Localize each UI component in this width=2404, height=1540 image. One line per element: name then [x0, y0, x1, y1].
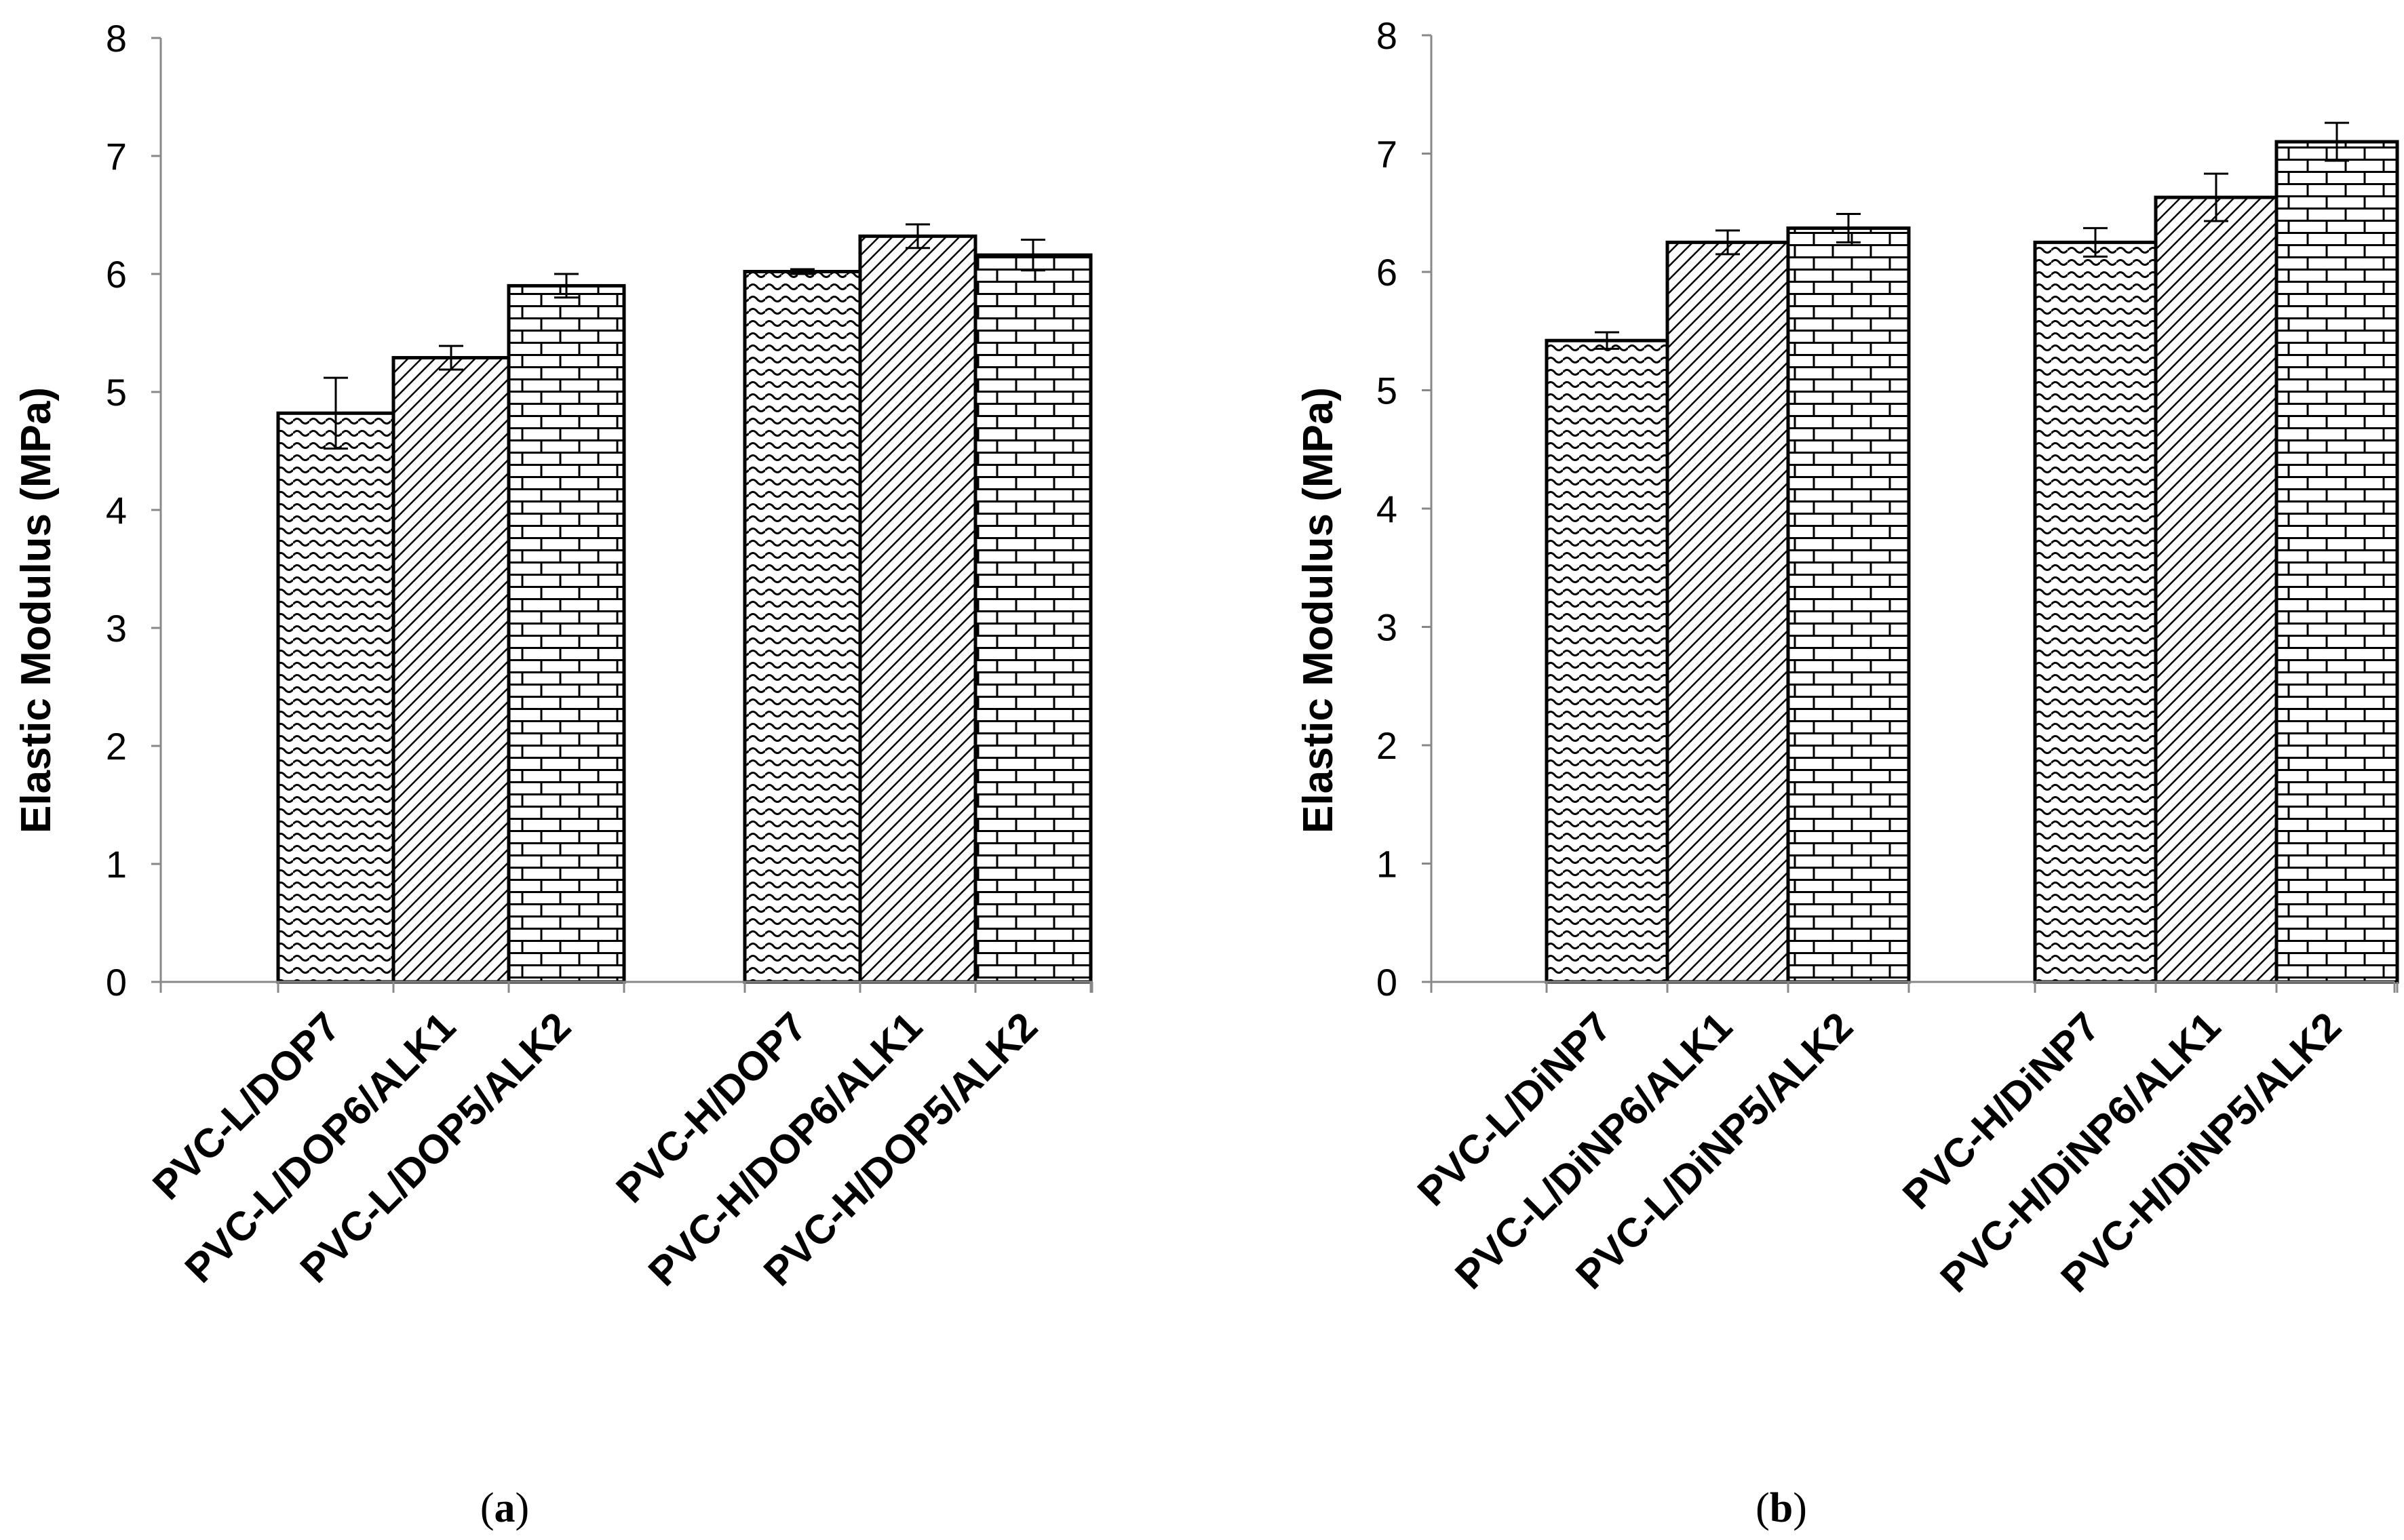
y-tick-label: 2	[1376, 724, 1397, 767]
bar-wave	[743, 270, 862, 984]
y-axis-title: Elastic Modulus (MPa)	[13, 387, 60, 833]
y-tick-label: 6	[1376, 251, 1397, 294]
bar-brick	[1786, 226, 1911, 984]
y-tick-label: 4	[1376, 488, 1397, 530]
y-tick-label: 1	[106, 843, 127, 886]
panel-label-a: (a)	[480, 1485, 529, 1531]
y-tick-label: 7	[106, 135, 127, 178]
bar-brick	[2274, 140, 2399, 984]
y-tick-label: 0	[1376, 961, 1397, 1004]
chart-panel-a: Elastic Modulus (MPa) (a) 012345678PVC-L…	[13, 17, 1093, 1531]
bar-diagonal	[2154, 195, 2279, 984]
y-axis-title: Elastic Modulus (MPa)	[1295, 387, 1342, 833]
y-tick-label: 5	[106, 371, 127, 414]
bar-wave	[1545, 338, 1669, 984]
bar-diagonal	[858, 234, 977, 984]
y-tick-label: 0	[106, 961, 127, 1004]
y-tick-label: 5	[1376, 370, 1397, 412]
y-tick-label: 1	[1376, 843, 1397, 886]
panel-label-b: (b)	[1756, 1485, 1807, 1531]
bar-wave	[276, 411, 395, 984]
y-tick-label: 3	[106, 607, 127, 650]
bar-diagonal	[391, 356, 511, 984]
y-tick-label: 2	[106, 725, 127, 768]
bar-brick	[973, 253, 1093, 984]
y-tick-label: 6	[106, 253, 127, 296]
y-tick-label: 3	[1376, 606, 1397, 649]
bar-wave	[2033, 240, 2158, 984]
y-tick-label: 4	[106, 489, 127, 532]
y-tick-label: 7	[1376, 133, 1397, 176]
bar-diagonal	[1665, 240, 1790, 984]
bar-brick	[507, 283, 626, 984]
y-tick-label: 8	[1376, 14, 1397, 57]
chart-panel-b: Elastic Modulus (MPa) (b) 012345678PVC-L…	[1295, 14, 2399, 1531]
y-tick-label: 8	[106, 17, 127, 60]
